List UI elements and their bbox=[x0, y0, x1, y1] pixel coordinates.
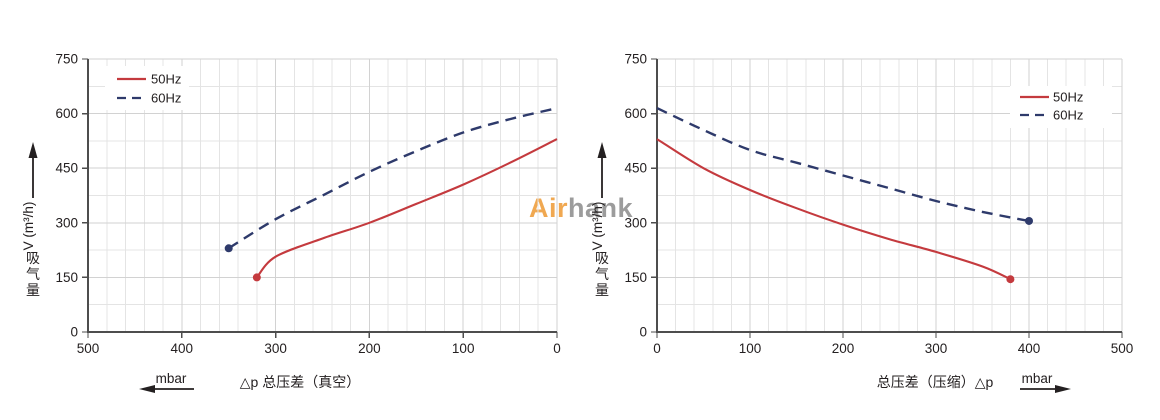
x-tick-label: 500 bbox=[1111, 341, 1134, 356]
vacuum-chart-canvas: 0 150 300 450 600 750 500 400 300 200 100 0 50Hz 60Hz… bbox=[21, 52, 561, 393]
y-tick-label: 0 bbox=[639, 325, 647, 340]
series-50hz-curve bbox=[656, 138, 1011, 281]
legend-item-50hz: 50Hz bbox=[1020, 90, 1083, 105]
x-axis-label: 总压差（压缩）△p bbox=[877, 374, 994, 390]
series-50hz-curve bbox=[255, 138, 558, 279]
compression-performance-chart: 0 150 300 450 600 750 0 100 200 300 400 500 50Hz 60Hz… bbox=[580, 0, 1160, 420]
grid bbox=[87, 58, 558, 333]
series-60hz-curve bbox=[228, 106, 558, 250]
series-60hz-curve bbox=[656, 107, 1030, 223]
legend-item-60hz: 60Hz bbox=[1020, 108, 1083, 123]
watermark: Airhank bbox=[529, 193, 633, 224]
y-tick-label: 150 bbox=[624, 270, 647, 285]
y-axis-up-arrow-icon bbox=[28, 142, 38, 158]
series-50hz-endpoint-dot bbox=[252, 273, 261, 282]
y-tick-label: 300 bbox=[624, 215, 647, 230]
y-tick-label: 750 bbox=[624, 52, 647, 67]
x-axis-label-block: mbar 总压差（压缩）△p bbox=[877, 371, 1071, 393]
y-axis-up-arrow-icon bbox=[597, 142, 607, 158]
y-tick-label: 450 bbox=[624, 161, 647, 176]
series-60hz-endpoint-dot bbox=[224, 244, 233, 253]
x-tick-label: 400 bbox=[171, 341, 194, 356]
legend-background bbox=[105, 66, 189, 110]
y-axis-unit: V (m³/h) bbox=[21, 202, 36, 251]
x-tick-label: 400 bbox=[1018, 341, 1041, 356]
legend-item-60hz: 60Hz bbox=[117, 91, 181, 106]
y-tick-label: 750 bbox=[55, 52, 78, 67]
legend-60hz-label: 60Hz bbox=[151, 91, 181, 106]
legend-background bbox=[1010, 86, 1112, 128]
y-axis-label-char: 吸 bbox=[26, 250, 40, 266]
y-tick-label: 150 bbox=[55, 270, 78, 285]
y-axis-label-char: 吸 bbox=[595, 250, 609, 266]
legend: 50Hz 60Hz bbox=[105, 66, 189, 110]
vacuum-performance-chart: 0 150 300 450 600 750 500 400 300 200 100 0 50Hz 60Hz… bbox=[21, 52, 561, 393]
x-tick-label: 0 bbox=[553, 341, 561, 356]
x-tick-label: 100 bbox=[452, 341, 475, 356]
y-tick-label: 600 bbox=[55, 106, 78, 121]
y-tick-label: 300 bbox=[55, 215, 78, 230]
y-axis-unit: V (m³/h) bbox=[590, 202, 605, 251]
y-tick-label: 450 bbox=[55, 161, 78, 176]
x-tick-label: 300 bbox=[925, 341, 948, 356]
legend-60hz-label: 60Hz bbox=[1053, 108, 1083, 123]
x-axis-right-arrow-icon bbox=[1055, 385, 1071, 393]
x-tick-label: 200 bbox=[832, 341, 855, 356]
legend-50hz-label: 50Hz bbox=[1053, 90, 1083, 105]
y-axis-label-char: 量 bbox=[595, 282, 609, 298]
x-tick-label: 0 bbox=[653, 341, 661, 356]
compression-chart-canvas: 0 150 300 450 600 750 0 100 200 300 400 500 50Hz 60Hz… bbox=[590, 52, 1134, 393]
y-axis-label-block: V (m³/h)吸气量 bbox=[21, 142, 40, 298]
x-tick-label: 100 bbox=[739, 341, 762, 356]
x-tick-label: 200 bbox=[358, 341, 381, 356]
x-axis-label: △p 总压差（真空） bbox=[240, 374, 360, 390]
compression-axes bbox=[651, 58, 1123, 338]
y-axis-label-char: 气 bbox=[595, 266, 609, 282]
x-tick-label: 300 bbox=[264, 341, 287, 356]
watermark-part1: Air bbox=[529, 193, 569, 223]
y-tick-label: 0 bbox=[70, 325, 78, 340]
x-axis-unit: mbar bbox=[156, 371, 187, 386]
legend-50hz-label: 50Hz bbox=[151, 72, 181, 87]
y-axis-label-char: 量 bbox=[26, 282, 40, 298]
y-axis-label-block: V (m³/h)吸气量 bbox=[590, 142, 609, 298]
x-axis-left-arrow-icon bbox=[139, 385, 155, 393]
series-50hz-endpoint-dot bbox=[1006, 275, 1015, 284]
y-axis-label-char: 气 bbox=[26, 266, 40, 282]
legend: 50Hz 60Hz bbox=[1010, 86, 1112, 128]
vacuum-axes bbox=[82, 58, 558, 338]
x-axis-unit: mbar bbox=[1022, 371, 1053, 386]
watermark-part2: hank bbox=[568, 193, 634, 223]
y-tick-label: 600 bbox=[624, 106, 647, 121]
x-axis-label-block: mbar △p 总压差（真空） bbox=[139, 371, 360, 393]
legend-item-50hz: 50Hz bbox=[117, 72, 181, 87]
series-60hz-endpoint-dot bbox=[1025, 216, 1033, 225]
x-tick-label: 500 bbox=[77, 341, 100, 356]
